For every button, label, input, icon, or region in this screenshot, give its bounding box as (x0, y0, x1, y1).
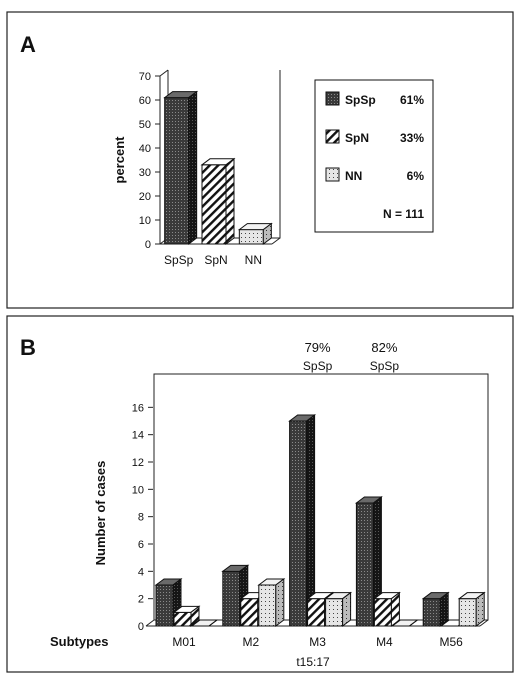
legend-a-entry-nn: NN 6% (325, 167, 425, 183)
chart-b-annotation-m3: 79% SpSp (303, 340, 333, 373)
chart-a-y-tick-label: 20 (139, 191, 151, 203)
chart-b-bar-m01-nn (190, 619, 219, 627)
chart-b-bar-m4-nn (390, 619, 419, 627)
legend-a-entry-spsp: SpSp 61% (325, 91, 424, 107)
chart-b-category-label: M2 (242, 635, 259, 649)
legend-a-series-name: SpN (345, 131, 369, 145)
legend-a-series-value: 6% (407, 169, 425, 183)
chart-b-bar-m4-spn (372, 591, 401, 627)
chart-b-bar-m3-spsp (288, 414, 317, 627)
chart-b-bar-m2-nn (257, 578, 286, 627)
chart-b-category-label: M56 (440, 635, 464, 649)
chart-a-y-tick-label: 10 (139, 215, 151, 227)
chart-b-bar-m56-nn (457, 591, 486, 627)
chart-b-category-label: M4 (376, 635, 393, 649)
chart-a-y-tick-label: 60 (139, 95, 151, 107)
chart-a-y-tick-label: 70 (139, 71, 151, 83)
chart-a-y-tick-label: 50 (139, 119, 151, 131)
chart-a-y-tick-label: 40 (139, 143, 151, 155)
chart-a-category-label: NN (245, 253, 262, 267)
chart-a-category-label: SpSp (164, 253, 194, 267)
chart-a-bar-spn (200, 157, 236, 245)
annotation-percent: 82% (371, 340, 397, 355)
legend-a-series-name: SpSp (345, 93, 376, 107)
chart-b-bar-m4-spsp (354, 496, 383, 627)
legend-a-series-value: 33% (400, 131, 424, 145)
legend-a-series-value: 61% (400, 93, 424, 107)
chart-a-bar-spsp (163, 90, 199, 245)
legend-a-swatch (325, 91, 340, 106)
chart-b-y-tick-label: 2 (138, 594, 144, 606)
chart-b-y-axis-title: Number of cases (93, 461, 108, 566)
chart-b-category-label: M01 (172, 635, 196, 649)
legend-a-entry-spn: SpN 33% (325, 129, 424, 145)
legend-a-swatch (325, 167, 340, 182)
chart-a-y-axis-title: percent (112, 136, 127, 184)
chart-a-y-tick-label: 30 (139, 167, 151, 179)
chart-b-y-tick-label: 4 (138, 566, 144, 578)
chart-b-y-tick-label: 16 (132, 402, 144, 414)
chart-b-y-tick-label: 8 (138, 512, 144, 524)
chart-b-annotation-m4: 82% SpSp (370, 340, 400, 373)
annotation-label: SpSp (303, 359, 333, 373)
chart-b-bar-m01-spn (172, 605, 201, 627)
chart-a-legend: SpSp 61% SpN 33% NN 6% N = 111 (314, 79, 434, 233)
chart-b-bar-m56-spsp (421, 591, 450, 627)
chart-b-x-axis-title: t15:17 (296, 655, 330, 669)
legend-a-series-name: NN (345, 169, 362, 183)
panel-b-letter: B (20, 335, 36, 360)
chart-b-category-label: M3 (309, 635, 326, 649)
annotation-label: SpSp (370, 359, 400, 373)
legend-a-note: N = 111 (383, 207, 424, 221)
annotation-percent: 79% (305, 340, 331, 355)
chart-b-row-label: Subtypes (50, 634, 109, 649)
chart-a-category-label: SpN (204, 253, 227, 267)
chart-a-y-tick-label: 0 (145, 239, 151, 251)
chart-a: 0 10 20 30 40 50 60 70 percent SpSp SpN NN (112, 69, 281, 267)
chart-a-bar-nn (237, 222, 273, 245)
chart-b-y-tick-label: 6 (138, 539, 144, 551)
chart-b: 0 2 4 6 8 10 12 14 16 Number of cases M01 M2 M3 M4 M56… (50, 340, 489, 669)
chart-b-bar-m3-nn (324, 591, 353, 627)
chart-b-y-tick-label: 12 (132, 457, 144, 469)
panel-a-letter: A (20, 32, 36, 57)
chart-b-y-tick-label: 10 (132, 484, 144, 496)
chart-b-y-tick-label: 14 (132, 430, 144, 442)
chart-b-y-tick-label: 0 (138, 621, 144, 633)
legend-a-swatch (325, 129, 340, 144)
